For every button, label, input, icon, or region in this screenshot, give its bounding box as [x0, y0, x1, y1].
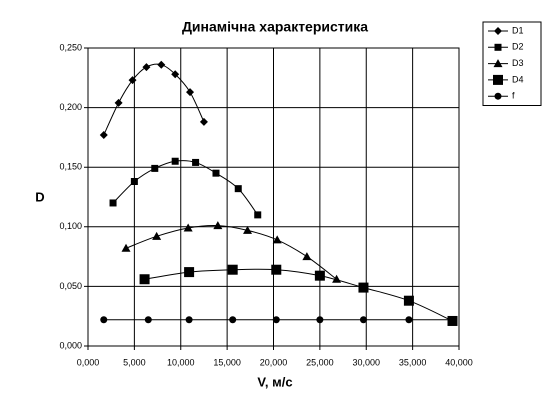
data-point — [449, 316, 457, 324]
data-point — [114, 98, 123, 107]
x-tick-label: 30,000 — [352, 357, 380, 367]
legend-marker — [494, 27, 502, 35]
data-point — [157, 60, 166, 69]
y-tick-label: 0,000 — [59, 340, 82, 350]
legend-marker — [494, 43, 502, 51]
data-point — [212, 169, 220, 177]
data-point — [359, 316, 367, 324]
x-tick-label: 40,000 — [445, 357, 473, 367]
x-tick-label: 5,000 — [123, 357, 146, 367]
y-tick-label: 0,150 — [59, 162, 82, 172]
data-point — [302, 252, 312, 261]
data-point — [152, 231, 162, 240]
y-tick-label: 0,100 — [59, 221, 82, 231]
data-point — [316, 316, 324, 324]
data-point — [403, 295, 414, 306]
x-tick-label: 20,000 — [260, 357, 288, 367]
data-point — [272, 316, 280, 324]
y-tick-label: 0,200 — [59, 102, 82, 112]
data-point — [99, 131, 108, 140]
data-point — [192, 158, 200, 166]
y-tick-label: 0,250 — [59, 42, 82, 52]
data-point — [142, 63, 151, 72]
legend-label: f — [512, 91, 515, 101]
legend-label: D2 — [512, 42, 524, 52]
x-tick-label: 10,000 — [167, 357, 195, 367]
data-point — [151, 164, 159, 172]
data-point — [144, 316, 152, 324]
data-point — [254, 211, 262, 219]
x-axis-title: V, м/с — [257, 374, 292, 389]
data-point — [271, 264, 282, 275]
legend-label: D4 — [512, 74, 524, 84]
x-tick-label: 35,000 — [399, 357, 427, 367]
legend-marker — [493, 74, 503, 85]
x-tick-label: 25,000 — [306, 357, 334, 367]
data-point — [314, 270, 325, 281]
data-point — [171, 70, 180, 79]
data-point — [199, 117, 208, 126]
y-tick-label: 0,050 — [59, 281, 82, 291]
legend-marker — [494, 92, 502, 100]
data-point — [272, 235, 282, 244]
legend-marker — [493, 59, 503, 68]
legend-label: D1 — [512, 25, 524, 35]
data-point — [139, 274, 150, 285]
data-point — [100, 316, 108, 324]
x-tick-label: 0,000 — [77, 357, 100, 367]
data-point — [183, 223, 193, 232]
data-point — [185, 316, 193, 324]
data-point — [229, 316, 237, 324]
data-point — [243, 225, 253, 234]
y-axis-title: D — [35, 189, 44, 204]
data-point — [109, 199, 117, 207]
data-point — [121, 243, 131, 252]
data-point — [234, 185, 242, 193]
chart-title: Динамічна характеристика — [182, 19, 368, 35]
data-point — [405, 316, 413, 324]
data-point — [130, 178, 138, 186]
data-point — [128, 76, 137, 85]
legend-label: D3 — [512, 58, 524, 68]
data-point — [227, 264, 238, 275]
data-point — [358, 282, 369, 293]
data-point — [213, 221, 223, 230]
plot-frame — [87, 47, 460, 347]
series-line — [125, 225, 337, 280]
x-tick-label: 15,000 — [213, 357, 241, 367]
data-point — [171, 157, 179, 165]
data-point — [186, 88, 195, 97]
data-point — [184, 267, 195, 278]
